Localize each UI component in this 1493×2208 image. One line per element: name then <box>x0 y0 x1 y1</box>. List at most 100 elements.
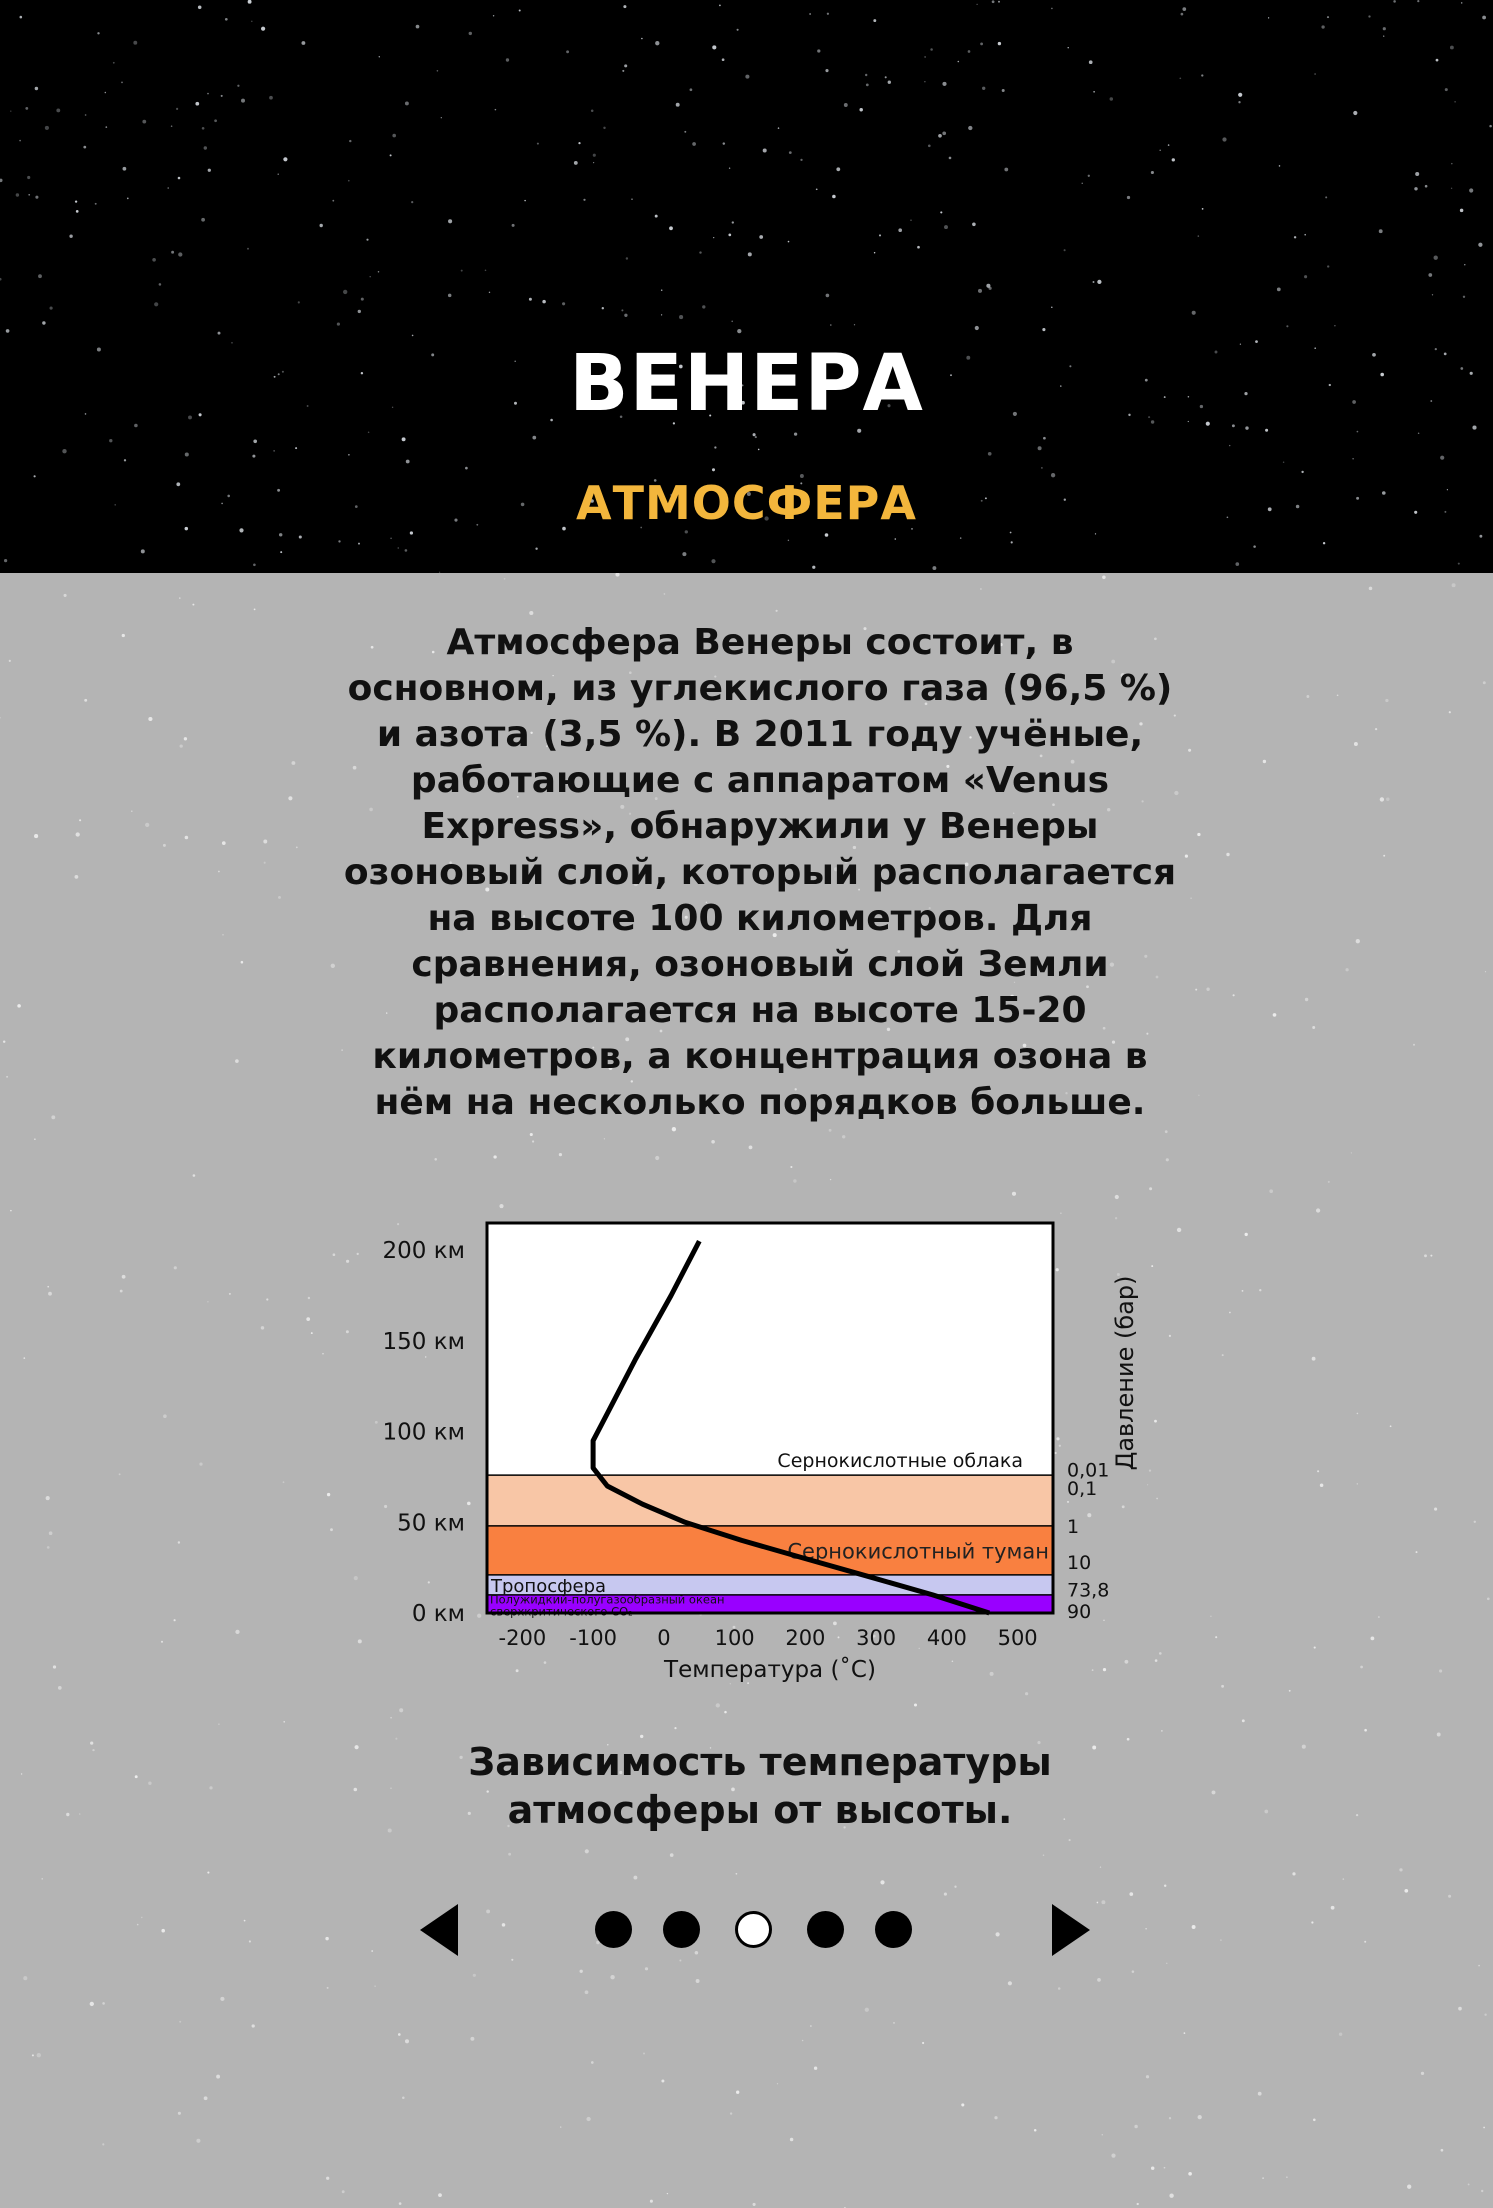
star <box>684 915 688 919</box>
prev-button[interactable] <box>412 1900 472 1960</box>
next-button[interactable] <box>1044 1900 1104 1960</box>
star <box>1154 1419 1157 1423</box>
star <box>1319 1483 1324 1488</box>
star <box>1121 1505 1125 1509</box>
star <box>1356 1412 1359 1415</box>
star <box>326 2176 330 2180</box>
star <box>1386 797 1390 801</box>
star <box>1091 1669 1094 1671</box>
star <box>448 219 453 224</box>
star <box>713 236 715 239</box>
star <box>1417 432 1420 435</box>
star <box>1269 1189 1274 1194</box>
star <box>778 693 782 697</box>
star <box>357 1639 362 1644</box>
star <box>566 50 570 54</box>
star <box>552 674 554 677</box>
star <box>63 593 67 597</box>
star <box>874 377 877 381</box>
star <box>1043 436 1046 440</box>
star <box>1338 2032 1343 2036</box>
star <box>610 1975 615 1980</box>
pagination-dot[interactable] <box>735 1911 772 1948</box>
star <box>1092 1745 1097 1750</box>
star <box>1146 1032 1149 1035</box>
star <box>1482 15 1486 20</box>
star <box>1102 1667 1107 1672</box>
star <box>1092 281 1095 283</box>
star <box>332 199 335 202</box>
star <box>397 2033 401 2036</box>
star <box>910 219 912 221</box>
temperature-altitude-chart: Сернокислотные облака Сернокислотный тума… <box>383 1221 1139 1683</box>
star <box>399 1708 404 1713</box>
star <box>542 299 546 304</box>
star <box>967 50 971 53</box>
star <box>969 736 972 739</box>
star <box>904 377 906 380</box>
pagination-dot[interactable] <box>595 1911 632 1948</box>
star <box>207 92 209 95</box>
star <box>1129 1892 1134 1896</box>
star <box>0 716 1 719</box>
star <box>654 797 658 801</box>
star <box>404 101 409 106</box>
star <box>672 422 676 425</box>
star <box>277 488 281 492</box>
star <box>1148 416 1151 419</box>
pagination-dot[interactable] <box>807 1911 844 1948</box>
star <box>201 217 205 222</box>
star <box>886 1027 891 1032</box>
x-tick-label: 0 <box>657 1626 670 1650</box>
star <box>927 144 931 148</box>
star <box>837 1636 840 1639</box>
star <box>1317 1470 1320 1473</box>
star <box>218 1723 220 1726</box>
x-tick-label: 100 <box>715 1626 755 1650</box>
y-tick-label: 0 км <box>412 1601 465 1627</box>
star <box>1467 2183 1470 2186</box>
star <box>671 1127 677 1132</box>
star <box>277 373 280 376</box>
star <box>92 1748 95 1752</box>
star <box>1469 371 1473 375</box>
star <box>1066 1500 1070 1503</box>
star <box>273 450 275 452</box>
star <box>954 1885 957 1888</box>
star <box>118 1473 121 1476</box>
star <box>404 549 408 552</box>
star <box>378 56 380 58</box>
star <box>486 1790 489 1793</box>
star <box>826 12 830 15</box>
star <box>1148 1469 1152 1472</box>
pagination-dot[interactable] <box>663 1911 700 1948</box>
star <box>1070 759 1075 764</box>
star <box>619 415 623 418</box>
star <box>1191 310 1196 315</box>
star <box>858 888 861 891</box>
star <box>928 907 931 910</box>
star <box>524 199 526 202</box>
star <box>1454 101 1456 103</box>
star <box>1166 1962 1168 1964</box>
star <box>1382 27 1386 31</box>
star <box>1378 229 1383 234</box>
star <box>1001 89 1005 92</box>
star <box>787 539 790 542</box>
star <box>353 1576 358 1581</box>
star <box>1163 2166 1166 2169</box>
star <box>583 198 586 201</box>
star <box>679 498 683 502</box>
star <box>1012 411 1017 416</box>
pagination-dot[interactable] <box>875 1911 912 1948</box>
star <box>624 313 628 317</box>
star <box>184 835 189 840</box>
star <box>793 432 798 436</box>
star <box>832 194 836 199</box>
header-banner: ВЕНЕРА АТМОСФЕРА <box>0 0 1493 573</box>
star <box>1159 149 1161 151</box>
star <box>1342 1878 1345 1880</box>
y-tick-label: 50 км <box>397 1510 465 1536</box>
star <box>669 226 673 231</box>
star <box>1163 1884 1167 1888</box>
